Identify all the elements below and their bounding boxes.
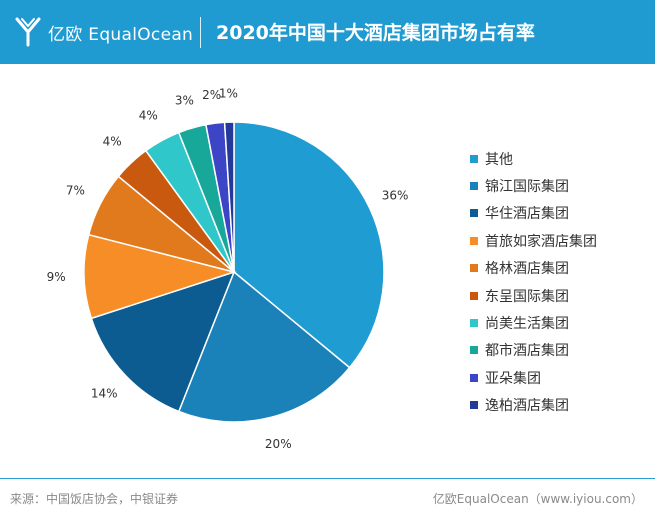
pie-slice bbox=[233, 121, 385, 369]
pie-data-label: 36% bbox=[382, 189, 409, 203]
pie-chart: 36% 20% 14% 9% 7% 4% 4% 3% 2%1% bbox=[47, 87, 409, 451]
header-divider bbox=[200, 17, 201, 48]
legend-swatch bbox=[470, 346, 478, 355]
logo-text: 亿欧 EqualOcean bbox=[48, 24, 194, 45]
pie-data-label: 20% bbox=[265, 437, 292, 451]
legend-swatch bbox=[470, 401, 478, 410]
pie-data-label: 2% bbox=[202, 88, 221, 102]
legend-swatch bbox=[470, 154, 478, 163]
legend-label: 锦江国际集团 bbox=[485, 179, 569, 196]
legend-item: 其他 bbox=[470, 145, 597, 172]
legend-swatch bbox=[470, 291, 478, 300]
legend-item: 逸柏酒店集团 bbox=[470, 392, 597, 419]
pie-data-label: 4% bbox=[139, 109, 158, 123]
legend-item: 都市酒店集团 bbox=[470, 337, 597, 364]
legend-label: 首旅如家酒店集团 bbox=[485, 233, 597, 250]
pie-slices bbox=[83, 121, 385, 423]
legend-label: 格林酒店集团 bbox=[485, 261, 569, 278]
legend-item: 格林酒店集团 bbox=[470, 255, 597, 282]
pie-data-label: 1% bbox=[219, 87, 238, 101]
chart-title: 2020年中国十大酒店集团市场占有率 bbox=[216, 22, 535, 44]
legend-item: 亚朵集团 bbox=[470, 364, 597, 391]
logo-icon bbox=[15, 17, 41, 47]
pie-slice bbox=[83, 233, 237, 320]
legend-label: 逸柏酒店集团 bbox=[485, 398, 569, 415]
legend-item: 锦江国际集团 bbox=[470, 172, 597, 199]
pie-data-label: 14% bbox=[91, 386, 118, 400]
legend-label: 华住酒店集团 bbox=[485, 206, 569, 223]
legend-label: 亚朵集团 bbox=[485, 370, 541, 387]
legend-label: 都市酒店集团 bbox=[485, 343, 569, 360]
legend-swatch bbox=[470, 264, 478, 273]
pie-data-label: 9% bbox=[47, 270, 66, 284]
legend-label: 尚美生活集团 bbox=[485, 316, 569, 333]
pie-slice bbox=[177, 270, 351, 423]
legend-item: 尚美生活集团 bbox=[470, 309, 597, 336]
footer-divider bbox=[0, 478, 655, 479]
header-bar: 亿欧 EqualOcean 2020年中国十大酒店集团市场占有率 bbox=[0, 0, 655, 64]
pie-data-label: 4% bbox=[103, 135, 122, 149]
pie-slice bbox=[223, 121, 235, 273]
legend-label: 东呈国际集团 bbox=[485, 288, 569, 305]
legend-label: 其他 bbox=[485, 151, 513, 168]
logo: 亿欧 EqualOcean bbox=[14, 14, 193, 50]
pie-labels: 36% 20% 14% 9% 7% 4% 4% 3% 2%1% bbox=[47, 87, 409, 451]
chart-legend: 其他锦江国际集团 华住酒店集团首旅如家酒店集团 格林酒店集团 东呈国际集团 尚美生活集团… bbox=[470, 145, 597, 419]
footer-brand: 亿欧EqualOcean（www.iyiou.com） bbox=[432, 492, 643, 506]
legend-swatch bbox=[470, 182, 478, 191]
source-note: 来源：中国饭店协会，中银证券 bbox=[10, 492, 179, 506]
legend-swatch bbox=[470, 236, 478, 245]
legend-swatch bbox=[470, 209, 478, 218]
legend-swatch bbox=[470, 319, 478, 328]
legend-item: 首旅如家酒店集团 bbox=[470, 227, 597, 254]
pie-data-label: 3% bbox=[175, 94, 194, 108]
legend-swatch bbox=[470, 373, 478, 382]
legend-item: 东呈国际集团 bbox=[470, 282, 597, 309]
pie-data-label: 7% bbox=[66, 184, 85, 198]
legend-item: 华住酒店集团 bbox=[470, 200, 597, 227]
